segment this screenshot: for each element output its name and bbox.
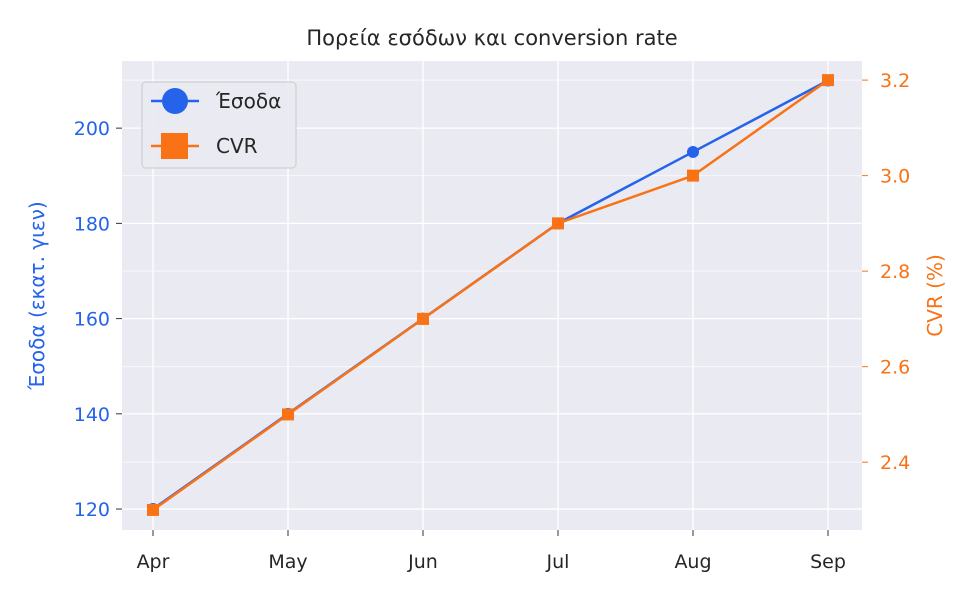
y-right-tick-label: 2.4 <box>880 452 910 474</box>
data-point-1 <box>147 503 159 516</box>
y-left-tick-label: 200 <box>74 118 110 140</box>
data-point-0 <box>687 145 699 158</box>
data-point-1 <box>282 408 294 421</box>
x-tick-label: Sep <box>810 551 846 573</box>
legend-label: Έσοδα <box>215 89 281 113</box>
y-right-tick-label: 3.2 <box>880 70 910 92</box>
chart-title: Πορεία εσόδων και conversion rate <box>306 26 677 50</box>
data-point-1 <box>687 169 699 182</box>
y-left-tick-label: 140 <box>74 404 110 426</box>
x-tick-label: Jun <box>407 551 438 573</box>
legend-marker-square <box>161 133 188 159</box>
y-right-tick-label: 2.6 <box>880 357 910 379</box>
data-point-1 <box>552 217 564 230</box>
data-point-1 <box>417 312 429 325</box>
y-left-tick-label: 120 <box>74 499 110 521</box>
y-right-tick-label: 3.0 <box>880 166 910 188</box>
legend-marker-circle <box>162 88 188 114</box>
y-right-tick-label: 2.8 <box>880 261 910 283</box>
x-tick-label: Jul <box>546 551 570 573</box>
series-line-1 <box>152 79 829 511</box>
data-point-1 <box>822 74 834 87</box>
y-left-tick-label: 160 <box>74 309 110 331</box>
y-left-axis-label: Έσοδα (εκατ. γιεν) <box>25 201 49 390</box>
x-tick-label: Aug <box>674 551 711 573</box>
legend-label: CVR <box>216 134 258 158</box>
x-tick-label: Apr <box>137 551 170 573</box>
y-right-axis-label: CVR (%) <box>923 254 947 337</box>
x-tick-label: May <box>268 551 307 573</box>
y-left-tick-label: 180 <box>74 213 110 235</box>
